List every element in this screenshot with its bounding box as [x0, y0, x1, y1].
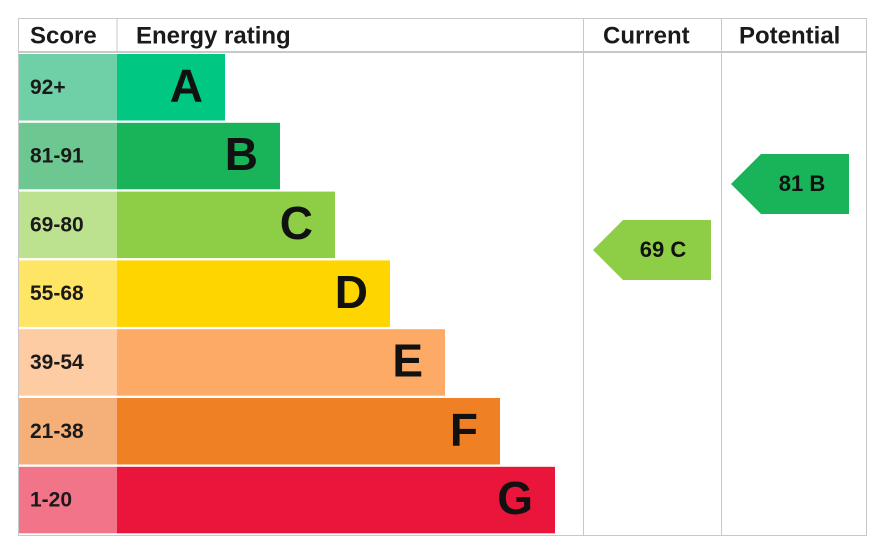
score-label: 55-68	[30, 282, 84, 305]
bands: 92+ A 81-91 B 69-80 C 55-68 D 39-54 E 21-38 F 1-20 G	[19, 54, 555, 534]
rating-bar	[117, 260, 390, 327]
rating-bar	[117, 191, 335, 259]
score-label: 39-54	[30, 351, 84, 374]
score-cell	[19, 466, 117, 534]
header-score: Score	[30, 22, 97, 49]
band-letter: G	[497, 472, 533, 524]
band-letter: E	[392, 335, 423, 387]
header-rating: Energy rating	[136, 22, 291, 49]
score-label: 21-38	[30, 420, 84, 443]
band-letter: D	[335, 266, 368, 318]
score-cell	[19, 191, 117, 259]
header-potential: Potential	[739, 22, 840, 49]
current-arrow	[593, 220, 711, 280]
score-cell	[19, 54, 117, 121]
rating-bar	[117, 398, 500, 465]
header-current: Current	[603, 22, 690, 49]
score-label: 92+	[30, 76, 66, 99]
score-label: 69-80	[30, 213, 84, 236]
rating-bar	[117, 466, 555, 534]
potential-arrow	[731, 154, 849, 214]
band-letter: A	[170, 59, 203, 111]
score-cell	[19, 260, 117, 327]
band-letter: B	[225, 128, 258, 180]
band-letter: C	[280, 197, 313, 249]
score-cell	[19, 122, 117, 190]
rating-bar	[117, 122, 280, 190]
potential-label: 81 B	[779, 171, 825, 196]
score-cell	[19, 329, 117, 396]
current-label: 69 C	[640, 237, 687, 262]
rating-bar	[117, 54, 225, 121]
score-label: 1-20	[30, 489, 72, 512]
band-letter: F	[450, 403, 478, 455]
score-cell	[19, 398, 117, 465]
rating-bar	[117, 329, 445, 396]
score-label: 81-91	[30, 145, 84, 168]
